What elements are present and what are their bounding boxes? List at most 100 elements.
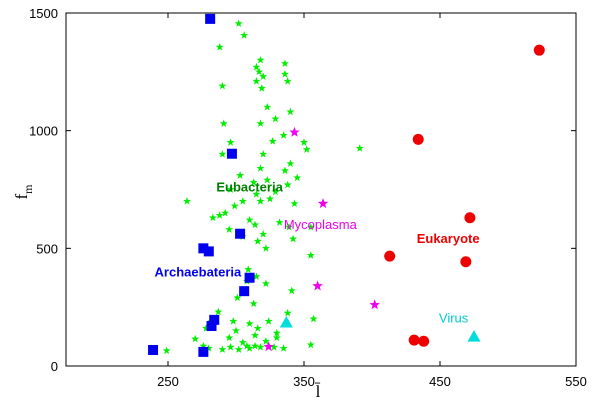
eubacteria-point — [259, 230, 268, 238]
eubacteria-point — [279, 131, 288, 139]
eubacteria-point — [266, 194, 274, 203]
eubacteria-point — [289, 234, 298, 243]
eubacteria-point — [191, 334, 200, 343]
eubacteria-point — [286, 159, 295, 168]
eubacteria-point — [268, 137, 277, 145]
eubacteria-point — [283, 308, 292, 317]
mycoplasma-point — [312, 280, 323, 291]
eubacteria-point — [245, 319, 254, 328]
eubacteria-point — [214, 307, 223, 316]
y-axis-label: fm — [12, 184, 35, 200]
y-tick-label: 1000 — [29, 124, 58, 139]
eubacteria-point — [280, 69, 289, 78]
eubacteria-point — [219, 119, 228, 127]
eubacteria-point — [272, 333, 281, 342]
svg-text:fm: fm — [12, 184, 35, 200]
eubacteria-point — [355, 144, 364, 152]
eubacteria-point — [271, 187, 280, 196]
eubacteria-point — [218, 81, 227, 90]
eukaryote-point — [384, 250, 396, 262]
archaebateria-point — [244, 272, 255, 283]
eubacteria-point — [183, 197, 192, 205]
eubacteria-point — [306, 340, 315, 349]
series-virus — [279, 315, 481, 342]
x-axis-label: l̄ — [315, 382, 321, 401]
archaebateria-point — [198, 346, 209, 357]
eubacteria-point — [234, 345, 243, 353]
eubacteria-point — [245, 215, 254, 224]
eubacteria-point — [270, 342, 279, 351]
mycoplasma-point — [369, 299, 380, 310]
eubacteria-point — [232, 326, 240, 335]
eubacteria-point — [283, 77, 292, 85]
eukaryote-point — [533, 44, 545, 56]
eubacteria-point — [309, 314, 318, 323]
archaebateria-point — [239, 286, 250, 297]
series-mycoplasma — [263, 126, 380, 352]
eukaryote-point — [408, 334, 420, 346]
annotation-mycoplasma: Mycoplasma — [284, 217, 358, 232]
eubacteria-point — [259, 150, 268, 158]
eubacteria-point — [306, 251, 315, 259]
eubacteria-point — [226, 185, 235, 193]
data-points — [148, 13, 545, 357]
archaebateria-point — [226, 148, 237, 159]
archaebateria-point — [203, 246, 214, 257]
eubacteria-point — [263, 102, 272, 111]
y-tick-label: 1500 — [29, 6, 58, 21]
eubacteria-point — [234, 19, 243, 27]
eubacteria-point — [256, 342, 265, 351]
eubacteria-point — [249, 299, 258, 308]
series-eubacteria — [162, 19, 364, 355]
eubacteria-point — [261, 337, 270, 345]
eubacteria-point — [221, 208, 230, 217]
eubacteria-point — [275, 218, 284, 226]
eubacteria-point — [252, 272, 261, 280]
annotation-eubacteria: Eubacteria — [216, 179, 283, 194]
eubacteria-point — [256, 119, 265, 127]
eubacteria-point — [283, 180, 292, 189]
eubacteria-point — [256, 55, 265, 64]
eubacteria-point — [280, 166, 289, 175]
x-tick-label: 550 — [565, 374, 587, 389]
eubacteria-point — [233, 293, 242, 302]
eubacteria-point — [226, 138, 235, 146]
eubacteria-point — [240, 31, 249, 39]
eukaryote-point — [460, 256, 472, 268]
eubacteria-point — [252, 62, 261, 71]
eukaryote-point — [412, 133, 424, 145]
eubacteria-point — [257, 84, 266, 92]
annotation-virus: Virus — [439, 310, 469, 325]
y-axis-label-subscript: m — [21, 184, 35, 194]
x-tick-label: 250 — [157, 374, 179, 389]
eubacteria-point — [263, 175, 272, 184]
eubacteria-point — [230, 201, 239, 210]
eubacteria-point — [264, 317, 273, 325]
eubacteria-point — [306, 222, 315, 231]
x-tick-label: 450 — [429, 374, 451, 389]
mycoplasma-point — [289, 126, 300, 137]
eubacteria-point — [208, 213, 217, 222]
archaebateria-point — [198, 243, 209, 254]
eubacteria-point — [249, 178, 258, 186]
eubacteria-point — [218, 150, 227, 158]
eubacteria-point — [272, 328, 281, 337]
annotation-archaebateria: Archaebateria — [155, 265, 242, 280]
virus-point — [279, 315, 293, 328]
eubacteria-point — [252, 77, 261, 85]
group-annotations: Eubacteria Archaebateria Mycoplasma Eukaryo… — [155, 179, 480, 325]
eubacteria-point — [204, 344, 213, 352]
x-tick-label: 350 — [293, 374, 315, 389]
archaebateria-point — [206, 320, 217, 331]
eubacteria-point — [286, 107, 295, 116]
eubacteria-point — [300, 138, 308, 146]
eubacteria-point — [215, 42, 224, 51]
eubacteria-point — [251, 220, 260, 229]
y-tick-label: 500 — [36, 241, 58, 256]
mycoplasma-point — [317, 198, 329, 209]
eubacteria-point — [253, 324, 262, 332]
eubacteria-point — [271, 114, 280, 123]
eubacteria-point — [256, 197, 265, 205]
axis-ticks: 250 350 450 550 0 500 1000 1500 — [29, 6, 587, 389]
